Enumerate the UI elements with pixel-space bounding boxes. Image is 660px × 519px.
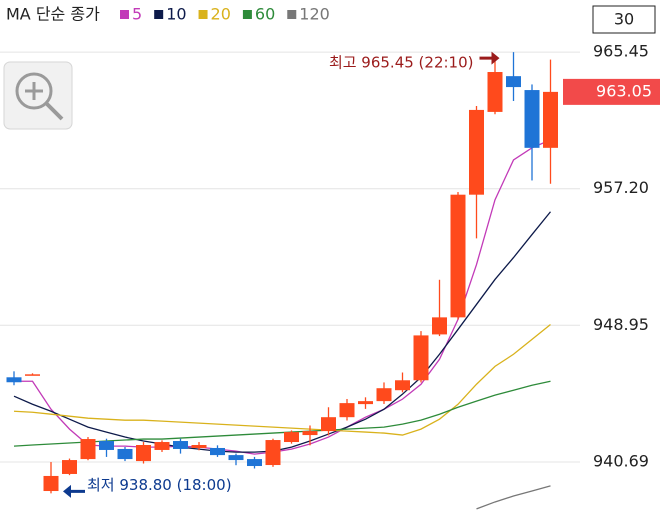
legend-swatch [287,10,297,19]
candle-body [117,448,133,460]
candle-body [395,380,410,391]
candle-body [543,91,558,148]
ma-line [13,323,551,436]
candle-body [321,417,336,432]
candle-body [265,440,281,466]
zoom-handle [44,101,64,121]
candle-body [43,475,59,492]
candle-body [469,109,484,195]
candle-body [154,442,170,450]
ma-line [13,211,552,453]
legend-title: MA 단순 종가 [6,5,100,24]
zoom-lens [15,72,53,110]
legend-label: 20 [211,5,231,24]
legend-swatch [154,10,164,19]
price-tag-label: 963.05 [596,81,652,100]
candle-body [210,447,225,456]
legend-label: 120 [299,5,330,24]
candle-body [284,432,299,443]
candle-body [228,455,244,461]
low-annotation: 최저 938.80 (18:00) [87,476,232,494]
candle-body [432,317,447,335]
plot: 940.69 948.95 957.20 965.45 5 10 20 60 120 963.05… [0,5,660,510]
candle-body [80,439,96,460]
candle-body [247,459,262,467]
candle-body [358,401,373,405]
candle-body [62,460,77,474]
candle-body [6,377,22,383]
legend-label: 5 [132,5,142,24]
period-box[interactable] [592,5,656,34]
high-annotation: 최고 965.45 (22:10) [329,54,474,72]
y-tick-label: 965.45 [593,42,649,61]
candle-body [450,194,466,318]
candle-body [524,90,540,148]
high-arrow [479,51,500,65]
legend-swatch [242,10,252,19]
legend-label: 10 [166,5,186,24]
y-tick-label: 940.69 [593,452,649,471]
candle-body [506,76,521,88]
candle-body [487,72,503,112]
low-arrow [63,484,85,498]
candle-body [191,444,207,448]
legend-label: 60 [255,5,275,24]
legend-swatch [198,10,208,19]
price-tag [563,78,660,105]
candle-body [99,441,114,450]
zoom-button[interactable] [3,61,73,130]
candle-body [173,441,188,449]
candle-body [339,403,355,418]
candle-body [136,444,151,462]
y-tick-label: 948.95 [593,315,649,334]
legend-swatch [120,10,129,19]
candle-body [413,335,429,381]
y-tick-label: 957.20 [593,178,649,197]
candle-body [302,431,318,436]
ma-line [476,485,551,510]
candle-body [376,388,392,402]
candle-body [25,374,40,376]
period-label: 30 [614,10,634,29]
